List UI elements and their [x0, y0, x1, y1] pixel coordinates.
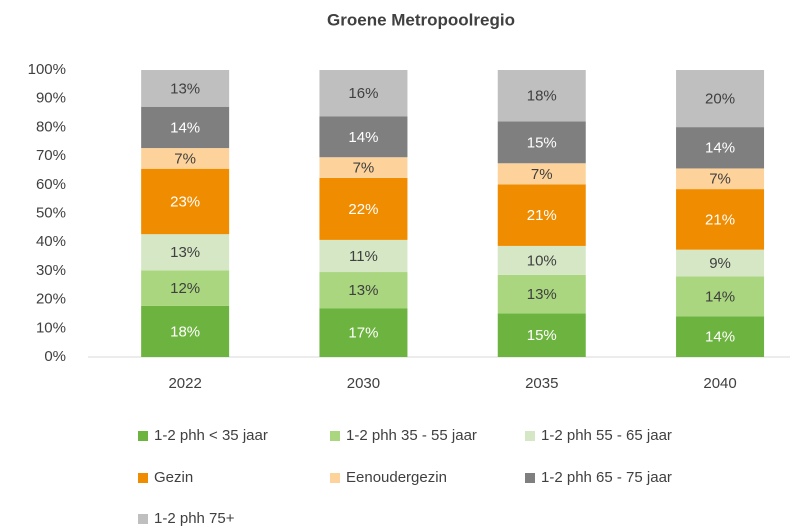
y-tick-label: 20% [36, 291, 66, 308]
data-label: 21% [527, 207, 557, 224]
legend-label: 1-2 phh 35 - 55 jaar [346, 427, 477, 444]
data-label: 18% [527, 88, 557, 105]
x-tick-label: 2035 [525, 375, 558, 392]
y-tick-label: 90% [36, 90, 66, 107]
data-label: 9% [709, 255, 731, 272]
bar-segment [497, 313, 586, 357]
bar-segment [497, 245, 586, 275]
legend-swatch [138, 473, 148, 483]
bar-segment [497, 121, 586, 164]
bar-segment [676, 276, 765, 317]
x-tick-label: 2040 [703, 375, 736, 392]
data-label: 12% [170, 280, 200, 297]
data-label: 7% [174, 150, 196, 167]
bar-segment [319, 70, 408, 117]
bar-segment [676, 189, 765, 250]
x-tick-label: 2030 [347, 375, 380, 392]
legend-swatch [330, 431, 340, 441]
legend-label: 1-2 phh 75+ [154, 510, 235, 526]
bar-segment [141, 70, 230, 107]
data-label: 15% [527, 327, 557, 344]
data-label: 15% [527, 134, 557, 151]
bar-segment [319, 116, 408, 158]
y-tick-label: 50% [36, 204, 66, 221]
data-label: 14% [170, 119, 200, 136]
bar-segment [676, 127, 765, 169]
y-tick-label: 0% [44, 348, 66, 365]
legend-swatch [525, 431, 535, 441]
bar-segment [676, 70, 765, 128]
bar-segment [141, 270, 230, 306]
data-label: 13% [527, 286, 557, 303]
y-tick-label: 80% [36, 118, 66, 135]
bar-segment [319, 308, 408, 357]
y-tick-label: 100% [28, 61, 66, 78]
y-tick-label: 70% [36, 147, 66, 164]
bar-segment [497, 184, 586, 246]
legend-swatch [138, 431, 148, 441]
y-tick-label: 40% [36, 233, 66, 250]
chart-title: Groene Metropoolregio [327, 10, 515, 29]
bar-segment [319, 239, 408, 273]
data-label: 20% [705, 91, 735, 108]
y-tick-label: 60% [36, 176, 66, 193]
data-label: 7% [531, 166, 553, 183]
bar-segment [141, 168, 230, 235]
bar-segment [141, 234, 230, 271]
bar-segment [497, 274, 586, 314]
data-label: 13% [170, 80, 200, 97]
data-label: 14% [348, 129, 378, 146]
legend-label: 1-2 phh 65 - 75 jaar [541, 469, 672, 486]
legend-label: 1-2 phh 55 - 65 jaar [541, 427, 672, 444]
data-label: 13% [348, 282, 378, 299]
bar-segment [497, 70, 586, 122]
data-label: 7% [353, 160, 375, 177]
data-label: 13% [170, 244, 200, 261]
legend-label: 1-2 phh < 35 jaar [154, 427, 268, 444]
bar-segment [141, 305, 230, 357]
bar-segment [319, 272, 408, 309]
bar-segment [319, 177, 408, 240]
legend-swatch [525, 473, 535, 483]
bar-segment [676, 168, 765, 190]
bar-segment [497, 163, 586, 185]
bar-segment [141, 148, 230, 169]
legend-label: Gezin [154, 469, 193, 486]
bar-segment [141, 106, 230, 149]
legend-swatch [330, 473, 340, 483]
data-label: 14% [705, 140, 735, 157]
legend-label: Eenoudergezin [346, 469, 447, 486]
data-label: 16% [348, 85, 378, 102]
data-label: 7% [709, 171, 731, 188]
data-label: 23% [170, 193, 200, 210]
bar-segment [676, 316, 765, 357]
data-label: 14% [705, 329, 735, 346]
data-label: 18% [170, 323, 200, 340]
bar-segment [676, 249, 765, 277]
bar-segment [319, 157, 408, 178]
data-label: 22% [348, 201, 378, 218]
y-tick-label: 10% [36, 319, 66, 336]
legend-swatch [138, 514, 148, 524]
y-tick-label: 30% [36, 262, 66, 279]
data-label: 14% [705, 288, 735, 305]
data-label: 21% [705, 211, 735, 228]
x-tick-label: 2022 [168, 375, 201, 392]
data-label: 17% [348, 325, 378, 342]
data-label: 10% [527, 252, 557, 269]
data-label: 11% [349, 248, 378, 265]
